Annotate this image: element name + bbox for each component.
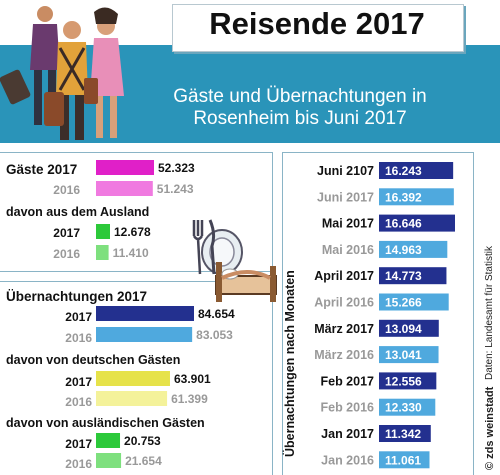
month-value: 11.342 [385,427,421,441]
monthly-panel [283,153,473,475]
guests-abroad-label: davon aus dem Ausland [6,205,150,219]
month-label: Jan 2016 [321,453,374,467]
abroad-2017-bar [96,224,110,239]
subtitle-line-1: Gäste und Übernachtungen in [173,86,427,107]
month-value: 12.330 [385,401,422,415]
month-bar [379,346,439,364]
month-label: Jan 2017 [321,427,374,441]
guests-chart: 52.323 51.243 12.678 11.410 [96,160,195,260]
abroad-2016-year: 2016 [53,247,80,261]
month-label: Juni 2017 [317,190,374,204]
subtitle-line-2: Rosenheim bis Juni 2017 [193,108,407,129]
month-bar [379,188,454,206]
overnights-2017-bar [96,306,194,321]
abroad-2016-value: 11.410 [113,246,149,260]
month-value: 15.266 [385,296,422,310]
month-bar [379,240,448,258]
month-value: 14.773 [385,269,422,283]
month-label: Mai 2017 [322,217,374,231]
german-2017-year: 2017 [65,375,92,389]
guests-2017-value: 52.323 [158,161,195,175]
foreign-2017-bar [96,433,121,448]
month-bar [379,398,436,416]
month-label: Juni 2107 [317,164,374,178]
bed-icon [215,262,277,302]
guests-2016-bar [96,181,153,196]
overnight-chart: 84.654 83.053 63.901 61.399 20.753 21.654 [96,306,235,468]
month-value: 16.243 [385,164,422,178]
month-bar [379,319,439,337]
guests-2017-label: Gäste 2017 [6,162,78,177]
source-note: Daten: Landesamt für Statistik [484,246,495,380]
month-value: 12.556 [385,374,422,388]
month-value: 11.061 [385,453,421,467]
month-bar [379,451,430,469]
month-label: März 2017 [314,322,374,336]
german-2016-bar [96,391,168,406]
guests-2016-year: 2016 [53,183,80,197]
month-value: 16.646 [385,217,422,231]
overnights-2017-year: 2017 [65,310,92,324]
plate-fork-knife-icon [192,219,243,275]
month-bar [379,214,455,232]
title-box [172,4,464,52]
german-2016-value: 61.399 [171,392,208,406]
foreign-2017-year: 2017 [65,437,92,451]
month-label: März 2016 [314,348,374,362]
month-value: 13.094 [385,322,422,336]
german-2017-bar [96,371,170,386]
foreign-guests-label: davon von ausländischen Gästen [6,416,205,430]
german-guests-label: davon von deutschen Gästen [6,353,181,367]
month-bar [379,162,454,179]
month-value: 13.041 [385,348,422,362]
page-subtitle: Gäste und Übernachtungen in Rosenheim bi… [120,86,480,130]
abroad-2017-value: 12.678 [114,225,151,239]
page-title: Reisende 2017 [209,6,425,41]
foreign-2016-value: 21.654 [125,454,162,468]
month-label: Feb 2017 [320,374,374,388]
german-2017-value: 63.901 [174,372,211,386]
abroad-2016-bar [96,245,109,260]
month-label: Feb 2016 [320,401,374,415]
overnights-2016-year: 2016 [65,331,92,345]
overnights-2017-value: 84.654 [198,307,235,321]
overnights-2016-value: 83.053 [196,328,233,342]
month-label: April 2016 [314,296,374,310]
overnights-2016-bar [96,327,193,342]
month-bar [379,293,449,311]
month-value: 16.392 [385,190,422,204]
guests-2016-value: 51.243 [157,182,194,196]
german-2016-year: 2016 [65,395,92,409]
monthly-chart: Juni 2107 16.243 Juni 2017 16.392 Mai 2017 16… [314,162,455,469]
month-label: Mai 2016 [322,243,374,257]
foreign-2016-year: 2016 [65,457,92,471]
month-bar [379,425,431,442]
abroad-2017-year: 2017 [53,226,80,240]
credit-note: © zds weinstadt [484,386,496,470]
guests-2017-bar [96,160,154,175]
month-label: April 2017 [314,269,374,283]
foreign-2016-bar [96,453,122,468]
month-bar [379,372,437,390]
travelers-illustration [0,6,124,140]
foreign-2017-value: 20.753 [124,434,161,448]
month-bar [379,267,447,285]
month-value: 14.963 [385,243,422,257]
overnights-2017-title: Übernachtungen 2017 [6,289,148,304]
